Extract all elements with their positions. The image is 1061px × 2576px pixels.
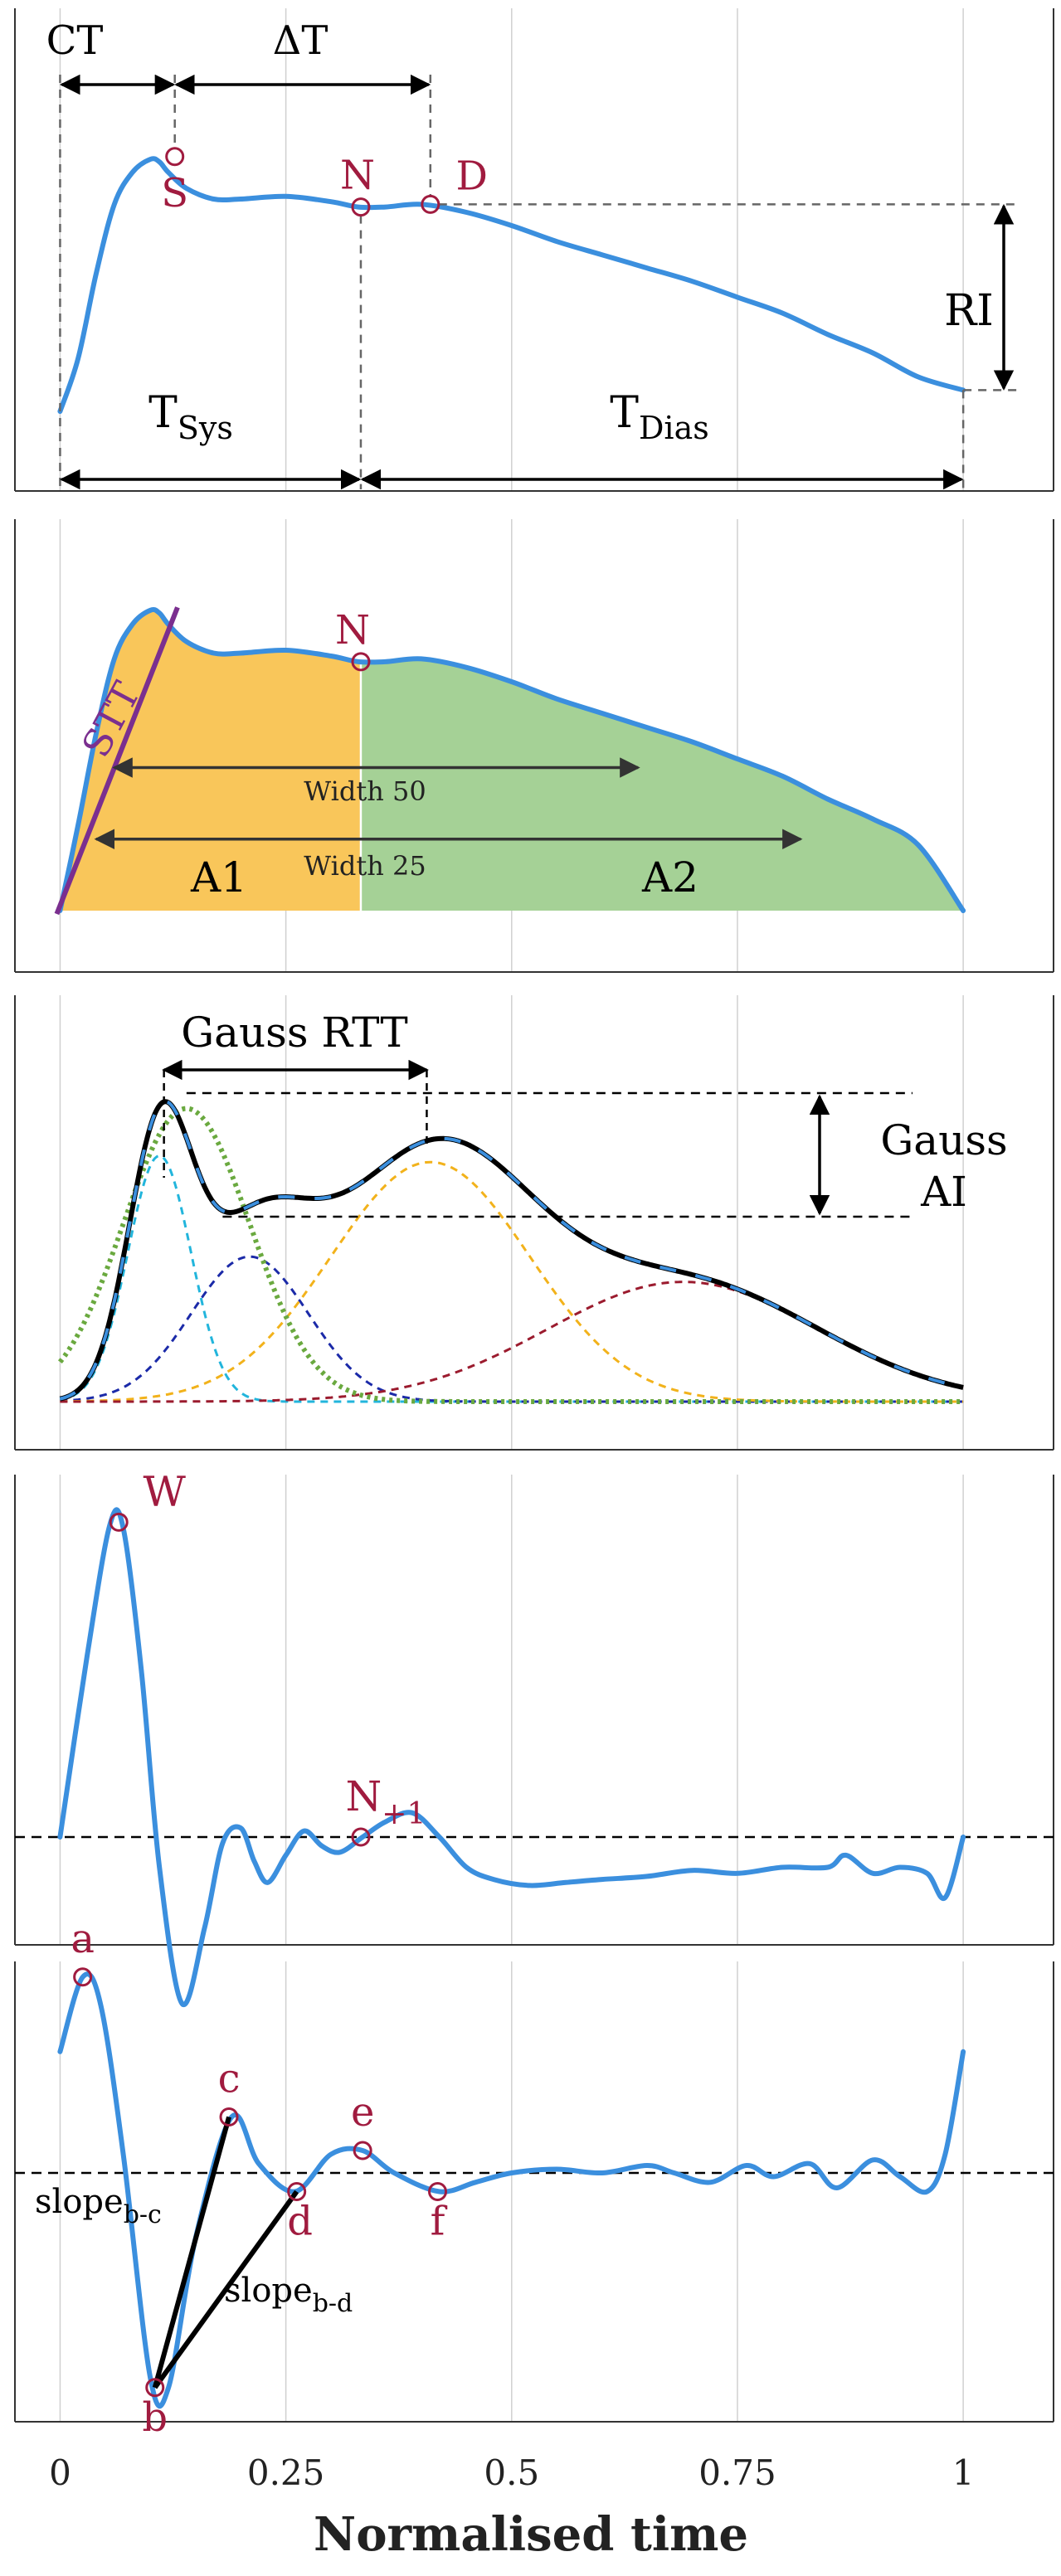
x-tick-label-4: 1	[952, 2452, 975, 2493]
panel4-marker-n-letter: N	[346, 1772, 382, 1820]
marker-f	[428, 2182, 448, 2201]
panel4-signal-line	[57, 1507, 966, 2008]
x-tick-label-3: 0.75	[698, 2452, 776, 2493]
panel4-grid	[59, 1475, 964, 1945]
marker-b-label: b	[142, 2394, 168, 2441]
gauss-ai-label-line2: AI	[920, 1168, 967, 1216]
t-dias-subscript: Dias	[639, 410, 709, 446]
marker-d	[421, 194, 440, 214]
area-a1-label: A1	[190, 853, 247, 902]
panel-first-derivative: W N+1	[14, 1467, 1054, 2008]
slope-bd-subscript: b-d	[313, 2289, 353, 2318]
panel2-marker-n-label: N	[335, 607, 370, 654]
panel2-marker-n	[351, 652, 371, 672]
marker-a	[73, 1967, 93, 1987]
panel1-signal-line	[57, 156, 966, 414]
marker-d	[287, 2182, 307, 2201]
panel-gaussian-decomposition: Gauss RTT Gauss AI	[14, 995, 1054, 1451]
panel5-grid	[59, 1961, 964, 2422]
shared-x-axis: 0 0.25 0.5 0.75 1 Normalised time	[49, 2452, 974, 2562]
panel3-annotations: Gauss RTT Gauss AI	[162, 1009, 1008, 1218]
slope-bc-line	[152, 2116, 231, 2389]
gauss-rtt-label: Gauss RTT	[181, 1009, 408, 1057]
marker-c	[219, 2107, 239, 2126]
delta-t-label: ΔT	[273, 17, 329, 64]
ri-label: RI	[944, 286, 994, 336]
t-dias-label: TDias	[610, 388, 708, 446]
panel5-series-group	[15, 1971, 1054, 2409]
panel4-series-group	[15, 1507, 1054, 2008]
marker-e-label: e	[351, 2089, 374, 2136]
gauss-signal-line	[59, 1100, 964, 1401]
x-tick-label-0: 0	[49, 2452, 71, 2493]
panel5-signal-line	[57, 1971, 966, 2409]
x-tick-labels: 0 0.25 0.5 0.75 1	[49, 2452, 974, 2493]
slope-bc-base: slope	[35, 2183, 124, 2221]
panel4-marker-n-subscript: +1	[382, 1797, 426, 1831]
panel1-series-group	[57, 156, 966, 414]
panel2-signal-line	[57, 606, 966, 913]
x-axis-label: Normalised time	[314, 2507, 748, 2562]
x-tick-label-2: 0.5	[484, 2452, 539, 2493]
gauss-ai-label-line1: Gauss	[880, 1116, 1007, 1164]
marker-a-label: a	[71, 1916, 95, 1962]
marker-d-label: D	[456, 153, 488, 199]
slope-bc-subscript: b-c	[124, 2200, 162, 2229]
marker-f-label: f	[431, 2199, 448, 2245]
marker-n-label: N	[340, 153, 375, 199]
marker-e	[353, 2141, 372, 2160]
panel3-grid	[59, 995, 964, 1450]
t-dias-t: T	[610, 388, 639, 438]
marker-n	[351, 197, 371, 217]
x-tick-label-1: 0.25	[247, 2452, 325, 2493]
slope-bd-label: slopeb-d	[224, 2272, 353, 2318]
marker-c-label: c	[218, 2056, 241, 2102]
marker-s	[165, 147, 185, 167]
marker-s-label: S	[161, 170, 188, 216]
slope-bd-base: slope	[224, 2272, 313, 2310]
panel4-marker-n-label: N+1	[346, 1772, 426, 1831]
marker-w-label: W	[143, 1467, 186, 1515]
width-50-label: Width 50	[304, 775, 426, 807]
area-a2-label: A2	[641, 853, 698, 902]
ct-label: CT	[46, 17, 104, 64]
width-25-label: Width 25	[304, 850, 426, 882]
t-sys-t: T	[148, 388, 178, 438]
panel4-marker-n	[351, 1827, 371, 1847]
slope-bc-label: slopeb-c	[35, 2183, 162, 2229]
marker-b	[145, 2378, 165, 2398]
t-sys-label: TSys	[148, 388, 233, 446]
panel3-series-group	[58, 1099, 964, 1405]
marker-w	[109, 1512, 129, 1532]
gauss-component-5	[58, 1106, 964, 1405]
slope-bd-line	[153, 2190, 299, 2389]
panel-pulse-wave-areas: A1 A2 STT Width 50 Width 25 N	[14, 519, 1054, 973]
t-sys-subscript: Sys	[178, 410, 233, 446]
panel4-annotations: W N+1	[109, 1467, 426, 1847]
marker-d-label: d	[287, 2199, 313, 2245]
gauss-component-3	[60, 1160, 964, 1403]
